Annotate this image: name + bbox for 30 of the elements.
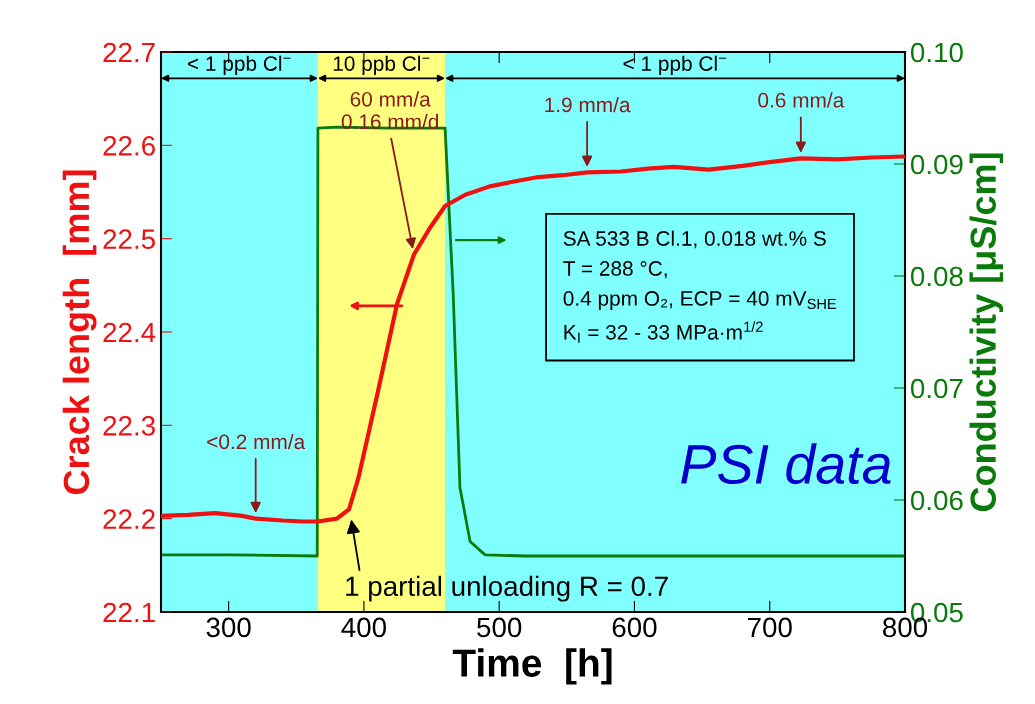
x-tick-label: 400 (341, 617, 386, 638)
y-tick-label: 22.4 (103, 322, 156, 343)
y2-axis-title: Conductivity [μS/cm] (969, 153, 1004, 512)
annotation: PSI data (681, 443, 891, 485)
y-tick-label: 22.5 (103, 229, 155, 250)
y-tick-label: 22.3 (103, 416, 155, 436)
x-tick-label: 600 (612, 617, 657, 638)
y2-tick-label: 0.06 (910, 490, 963, 511)
annotation: 1.9 mm/a (545, 96, 631, 113)
band-label: < 1 ppb Cl$^{−}$ (623, 55, 727, 76)
annotation: 1 partial unloading R = 0.7 (346, 575, 668, 602)
band-label: 10 ppb Cl$^{−}$ (333, 55, 430, 76)
y2-tick-label: 0.09 (910, 154, 963, 175)
text: SA 533 B Cl.1, 0.018 wt.% S T = 288 °C, 0.4 ppm O₂, ECP = 40 mV$_{SHE}$ K$_{I}$ = 32 - 33 MPa·m$^{1/2}$ (563, 230, 837, 343)
y-tick-label: 22.7 (103, 42, 155, 63)
x-tick-label: 300 (206, 617, 251, 638)
annotation: 0.6 mm/a (758, 92, 845, 108)
y2-tick-label: 0.10 (910, 42, 963, 63)
y-axis-title: Crack length [mm] (62, 170, 97, 495)
y-tick-label: 22.2 (103, 509, 155, 529)
x-axis-title: Time [h] (452, 648, 612, 685)
y-tick-label: 22.6 (103, 136, 155, 156)
band-label: < 1 ppb Cl$^{−}$ (187, 55, 291, 76)
x-tick-label: 500 (477, 617, 522, 638)
y-tick-label: 22.1 (103, 602, 155, 623)
x-tick-label: 700 (747, 617, 792, 638)
annotation: <0.2 mm/a (207, 433, 306, 450)
y2-tick-label: 0.07 (910, 378, 963, 399)
y2-tick-label: 0.08 (910, 266, 963, 287)
annotation: 60 mm/a 0.16 mm/d (341, 91, 439, 130)
